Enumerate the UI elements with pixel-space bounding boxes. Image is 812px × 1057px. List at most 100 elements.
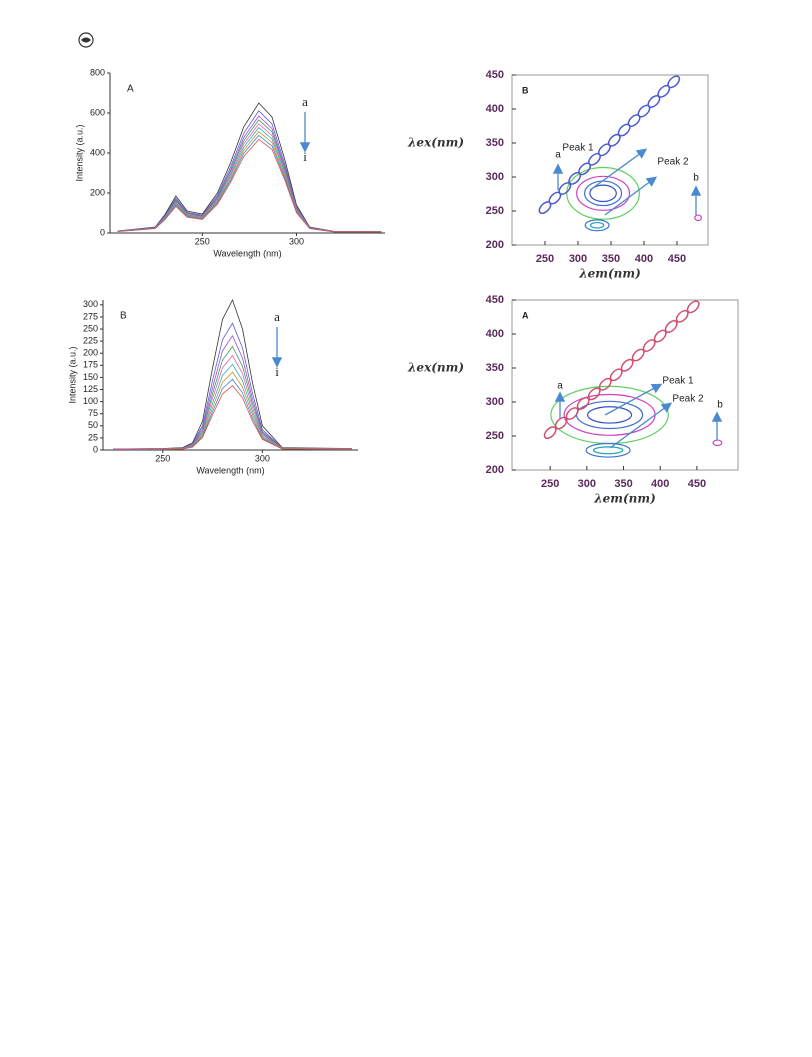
contour-ring: [585, 442, 631, 458]
scatter-blob: [637, 104, 651, 118]
y-tick-label: 600: [90, 107, 105, 117]
scatter-blob: [597, 143, 611, 157]
contour-ring: [589, 221, 605, 229]
contour-ring: [589, 184, 617, 203]
x-axis-label: Wavelength (nm): [196, 465, 264, 475]
y-tick-label: 100: [83, 396, 98, 406]
x-tick-label: 450: [668, 253, 686, 265]
scatter-blob: [620, 358, 634, 372]
y-tick-label: 75: [88, 408, 98, 418]
y-tick-label: 225: [83, 336, 98, 346]
contour-ring: [584, 219, 610, 232]
scatter-blob: [578, 162, 592, 176]
y-tick-label: 200: [486, 464, 504, 476]
x-axis-label: λem(nm): [578, 267, 641, 281]
scatter-blob: [565, 407, 579, 421]
y-tick-label: 350: [486, 137, 504, 149]
y-tick-label: 150: [83, 372, 98, 382]
contour-ring: [576, 175, 631, 211]
spectrum-line: [112, 298, 353, 450]
arrow: [609, 402, 673, 449]
scatter-blob: [568, 171, 582, 185]
panel-label: A: [127, 84, 134, 95]
y-tick-label: 250: [486, 430, 504, 442]
scatter-blob: [627, 114, 641, 128]
arrow: [604, 383, 663, 416]
x-tick-label: 250: [536, 253, 554, 265]
annotation: i: [303, 149, 307, 164]
x-tick-label: 300: [578, 478, 596, 490]
annotation: b: [693, 173, 699, 184]
x-tick-label: 400: [635, 253, 653, 265]
y-tick-label: 300: [486, 171, 504, 183]
annotation: Peak 1: [662, 376, 694, 387]
x-tick-label: 300: [255, 453, 270, 463]
spectrum-line: [112, 345, 353, 450]
spectrum-line: [113, 378, 353, 450]
contour-ring: [694, 214, 703, 222]
y-tick-label: 0: [100, 227, 105, 237]
annotation: Peak 2: [672, 394, 704, 405]
y-tick-label: 0: [93, 444, 98, 454]
annotation: a: [302, 94, 308, 109]
y-tick-label: 400: [486, 328, 504, 340]
scatter-blob: [657, 84, 671, 98]
y-tick-label: 200: [90, 187, 105, 197]
y-tick-label: 450: [486, 69, 504, 81]
spectrum-line: [117, 138, 382, 233]
y-tick-label: 250: [486, 205, 504, 217]
plot-frame: [511, 299, 739, 471]
spectrum-line: [113, 385, 353, 450]
y-tick-label: 800: [90, 67, 105, 77]
y-axis-label: Intensity (a.u.): [67, 346, 77, 403]
y-tick-label: 125: [83, 384, 98, 394]
annotation: a: [274, 309, 280, 324]
y-tick-label: 25: [88, 432, 98, 442]
logo: [78, 32, 94, 48]
y-tick-label: 275: [83, 311, 98, 321]
spectrum-line: [112, 371, 353, 450]
scatter-blob: [667, 75, 681, 89]
panel-label: A: [522, 310, 529, 320]
spectrum-line: [113, 334, 353, 450]
contour-ring: [563, 393, 656, 436]
contour-ring: [566, 166, 640, 220]
arrow: [589, 148, 648, 191]
spectrum-line: [117, 102, 382, 232]
x-tick-label: 250: [541, 478, 559, 490]
annotation: a: [557, 381, 563, 392]
y-tick-label: 175: [83, 360, 98, 370]
scatter-blob: [588, 152, 601, 166]
annotation: b: [717, 400, 723, 411]
x-tick-label: 250: [195, 236, 210, 246]
annotation: i: [275, 364, 279, 379]
y-tick-label: 200: [83, 348, 98, 358]
annotation: Peak 2: [657, 157, 689, 168]
scatter-blob: [686, 300, 700, 314]
y-axis-label: λex(nm): [407, 136, 464, 150]
y-tick-label: 50: [88, 420, 98, 430]
panel-label: B: [522, 85, 529, 95]
scatter-blob: [548, 191, 562, 205]
x-axis-label: λem(nm): [593, 492, 656, 506]
scatter-blob: [538, 201, 552, 215]
spectrum-line: [112, 363, 353, 450]
annotation: Peak 1: [562, 143, 594, 154]
y-tick-label: 450: [486, 294, 504, 306]
x-tick-label: 350: [602, 253, 620, 265]
x-tick-label: 300: [569, 253, 587, 265]
arrow: [604, 176, 658, 216]
x-tick-label: 350: [614, 478, 632, 490]
y-tick-label: 350: [486, 362, 504, 374]
scatter-blob: [617, 123, 631, 137]
x-axis-label: Wavelength (nm): [213, 248, 281, 258]
plot-frame: [511, 74, 709, 246]
y-axis-label: λex(nm): [407, 361, 464, 375]
y-tick-label: 400: [486, 103, 504, 115]
x-tick-label: 250: [155, 453, 170, 463]
contour-ring: [592, 446, 624, 455]
y-tick-label: 250: [83, 323, 98, 333]
scatter-blob: [664, 320, 678, 333]
spectrum-line: [112, 354, 353, 450]
